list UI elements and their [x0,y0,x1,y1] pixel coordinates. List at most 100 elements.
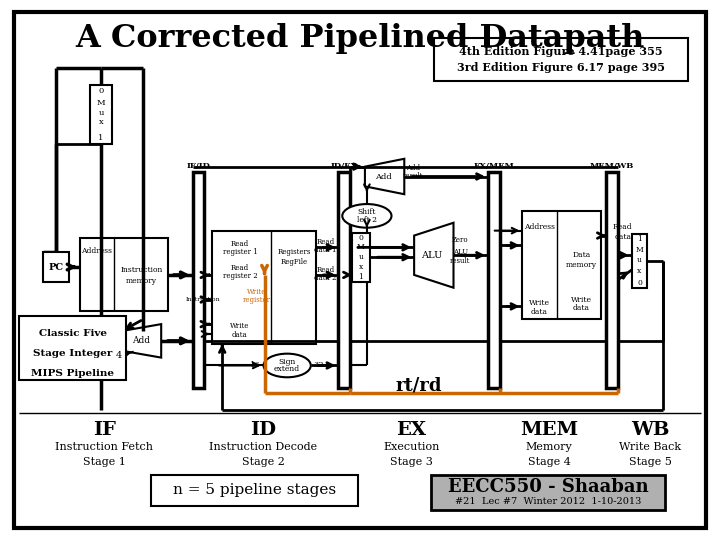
Text: Read: Read [613,222,633,231]
Polygon shape [414,223,454,288]
Text: Address: Address [81,247,112,255]
Text: data 1: data 1 [315,246,337,254]
Bar [212,231,315,344]
Text: MEM/WB: MEM/WB [590,161,634,170]
Text: extend: extend [274,366,300,373]
Text: Instruction: Instruction [120,266,163,273]
Text: ID/EX: ID/EX [330,161,358,170]
Bar [431,475,665,510]
Bar [90,85,112,144]
Text: 1: 1 [359,273,364,281]
Text: Write: Write [230,322,250,330]
Text: register 1: register 1 [222,248,257,256]
Polygon shape [122,324,161,357]
Text: ID: ID [251,421,276,440]
Text: data: data [531,308,548,316]
Bar [151,475,358,506]
Text: Sign: Sign [279,357,296,366]
Text: n = 5 pipeline stages: n = 5 pipeline stages [173,483,336,497]
Text: 0: 0 [359,233,364,241]
Text: Add: Add [375,172,392,180]
Text: EECC550 - Shaaban: EECC550 - Shaaban [448,477,648,496]
Text: x: x [637,267,642,275]
Text: Stage 3: Stage 3 [390,457,433,467]
Text: 1: 1 [637,234,642,242]
Text: Address: Address [523,222,554,231]
Bar [631,234,647,288]
Bar [338,172,350,388]
Text: x: x [99,118,104,126]
Bar [606,172,618,388]
Text: Stage 2: Stage 2 [242,457,285,467]
Text: 4: 4 [116,351,122,360]
Ellipse shape [342,204,392,228]
Text: register: register [243,295,271,303]
Text: Add: Add [132,336,150,346]
Text: memory: memory [566,261,597,269]
Text: Stage Integer: Stage Integer [33,349,112,358]
Text: MEM: MEM [520,421,578,440]
Text: u: u [99,109,104,117]
Text: result: result [450,257,471,265]
Text: 3rd Edition Figure 6.17 page 395: 3rd Edition Figure 6.17 page 395 [456,62,665,73]
Text: data 2: data 2 [315,274,337,282]
Text: Shift: Shift [358,208,376,216]
Text: IF/ID: IF/ID [186,161,210,170]
Text: Classic Five: Classic Five [39,329,107,339]
Bar [488,172,500,388]
Text: register 2: register 2 [222,272,257,280]
Text: M: M [97,99,105,107]
Text: WB: WB [631,421,670,440]
Bar [79,238,168,312]
Text: x: x [359,263,363,271]
Text: EX: EX [396,421,426,440]
Text: #21  Lec #7  Winter 2012  1-10-2013: #21 Lec #7 Winter 2012 1-10-2013 [455,497,642,506]
Bar [352,233,370,282]
Text: u: u [359,253,364,261]
Text: IF: IF [93,421,115,440]
Text: Stage 1: Stage 1 [83,457,125,467]
Ellipse shape [264,354,311,377]
Text: Memory: Memory [526,442,572,452]
Text: u: u [637,256,642,264]
Text: M: M [636,246,644,254]
Text: Registers: Registers [277,248,311,256]
Text: A Corrected Pipelined Datapath: A Corrected Pipelined Datapath [76,23,644,54]
Text: Read: Read [231,264,249,272]
Text: left 2: left 2 [357,216,377,224]
Text: Execution: Execution [383,442,439,452]
Text: 32: 32 [313,361,324,369]
Text: 4th Edition Figure 4.41page 355: 4th Edition Figure 4.41page 355 [459,46,662,57]
Text: Write: Write [528,300,549,307]
Text: Zero: Zero [452,237,469,245]
Text: 0: 0 [99,87,104,95]
Text: ALU: ALU [421,251,443,260]
Text: Instruction Decode: Instruction Decode [210,442,318,452]
Text: Read: Read [231,240,249,248]
Text: memory: memory [126,278,157,285]
Text: Write: Write [247,288,266,296]
Text: RegFile: RegFile [281,258,307,266]
Bar [193,172,204,388]
Text: 1: 1 [99,134,104,142]
Text: result: result [403,172,423,179]
Text: data: data [232,331,248,339]
Text: Write Back: Write Back [619,442,681,452]
Text: Stage 5: Stage 5 [629,457,672,467]
Text: Instruction: Instruction [185,297,220,302]
Text: ALU: ALU [453,248,468,256]
Text: 0: 0 [637,279,642,287]
Text: MIPS Pipeline: MIPS Pipeline [31,369,114,378]
Text: data: data [573,305,590,312]
Text: rt/rd: rt/rd [396,376,442,394]
Text: Write: Write [571,295,592,303]
Text: 16: 16 [251,361,261,369]
Text: Add: Add [406,164,420,172]
Text: data: data [614,233,631,240]
Text: Read: Read [317,239,335,246]
Text: Read: Read [317,266,335,274]
Polygon shape [365,159,405,194]
Text: Data: Data [572,251,590,259]
Text: M: M [357,244,365,251]
Text: Instruction Fetch: Instruction Fetch [55,442,153,452]
